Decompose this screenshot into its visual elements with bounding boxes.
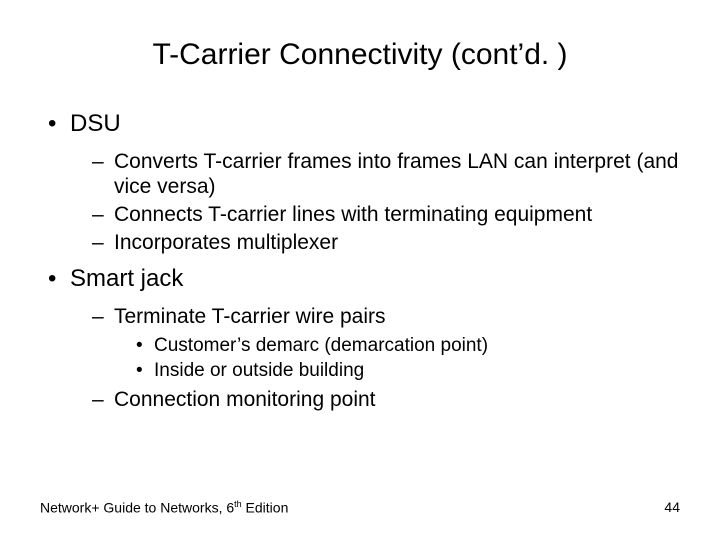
bullet-lvl2: Connection monitoring point <box>70 387 680 413</box>
bullet-lvl1: DSU Converts T-carrier frames into frame… <box>40 110 680 255</box>
bullet-lvl1: Smart jack Terminate T-carrier wire pair… <box>40 265 680 413</box>
bullet-lvl2: Incorporates multiplexer <box>70 230 680 256</box>
bullet-lvl3: Customer’s demarc (demarcation point) <box>114 334 680 358</box>
bullet-text: Smart jack <box>70 265 183 292</box>
footer-left-post: Edition <box>242 500 289 516</box>
slide-title: T-Carrier Connectivity (cont’d. ) <box>40 38 680 72</box>
bullet-text: Customer’s demarc (demarcation point) <box>154 335 488 356</box>
bullet-lvl2: Converts T-carrier frames into frames LA… <box>70 149 680 200</box>
bullet-text: Incorporates multiplexer <box>114 231 338 254</box>
bullet-list-lvl3: Customer’s demarc (demarcation point) In… <box>114 334 680 384</box>
bullet-lvl3: Inside or outside building <box>114 359 680 383</box>
bullet-text: Inside or outside building <box>154 360 364 381</box>
bullet-text: Connection monitoring point <box>114 388 376 411</box>
footer-left-sup: th <box>234 499 242 509</box>
bullet-list-lvl2: Terminate T-carrier wire pairs Customer’… <box>70 304 680 413</box>
bullet-text: Converts T-carrier frames into frames LA… <box>114 150 679 199</box>
footer: Network+ Guide to Networks, 6th Edition … <box>40 499 680 516</box>
footer-left: Network+ Guide to Networks, 6th Edition <box>40 499 288 516</box>
bullet-list-lvl2: Converts T-carrier frames into frames LA… <box>70 149 680 255</box>
bullet-lvl2: Terminate T-carrier wire pairs Customer’… <box>70 304 680 383</box>
bullet-text: Terminate T-carrier wire pairs <box>114 305 386 328</box>
bullet-text: DSU <box>70 110 121 137</box>
bullet-text: Connects T-carrier lines with terminatin… <box>114 203 592 226</box>
footer-page-number: 44 <box>664 499 680 516</box>
bullet-lvl2: Connects T-carrier lines with terminatin… <box>70 202 680 228</box>
footer-left-pre: Network+ Guide to Networks, 6 <box>40 500 234 516</box>
bullet-list-lvl1: DSU Converts T-carrier frames into frame… <box>40 110 680 413</box>
slide: T-Carrier Connectivity (cont’d. ) DSU Co… <box>0 0 720 540</box>
